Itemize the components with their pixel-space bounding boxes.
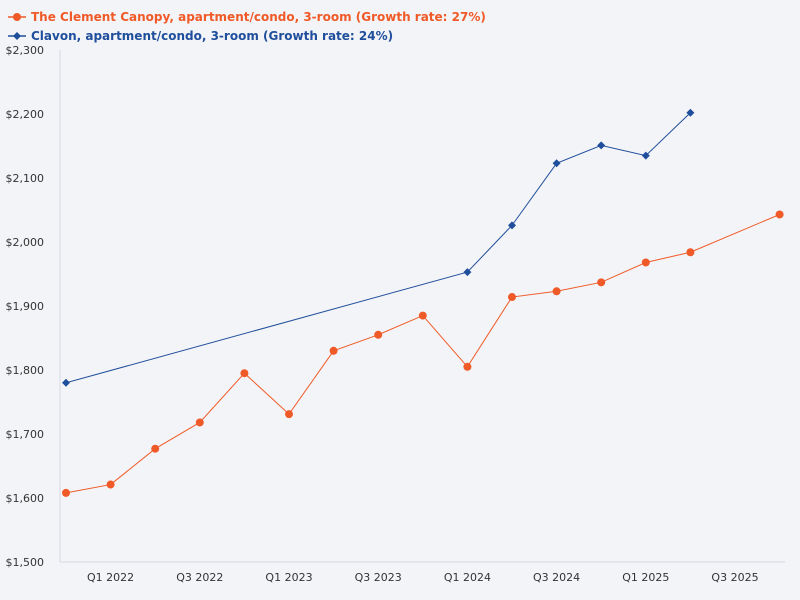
data-point[interactable]: [240, 369, 249, 378]
data-point[interactable]: [151, 444, 160, 453]
data-point[interactable]: [552, 159, 561, 168]
x-tick-label: Q1 2023: [265, 571, 312, 584]
x-tick-label: Q3 2022: [176, 571, 223, 584]
data-point[interactable]: [418, 311, 427, 320]
legend-entry-clement-canopy[interactable]: The Clement Canopy, apartment/condo, 3-r…: [8, 10, 486, 24]
y-axis: $1,500 $1,600 $1,700 $1,800 $1,900 $2,000 $2,1…: [6, 44, 45, 569]
data-point[interactable]: [463, 268, 472, 277]
data-point[interactable]: [62, 378, 70, 387]
series-1: [62, 108, 695, 387]
x-axis: Q1 2022 Q3 2022 Q1 2023 Q3 2023 Q1 2024 Q3 20…: [87, 571, 759, 584]
data-point[interactable]: [686, 248, 695, 257]
x-tick-label: Q1 2022: [87, 571, 134, 584]
series-layer: [62, 108, 784, 497]
data-point[interactable]: [641, 151, 650, 160]
y-tick-label: $1,500: [6, 556, 45, 569]
legend-label-clavon: Clavon, apartment/condo, 3-room (Growth …: [31, 29, 393, 43]
y-tick-label: $1,600: [6, 492, 45, 505]
axis-lines: [59, 50, 785, 563]
y-tick-label: $2,000: [6, 236, 45, 249]
y-tick-label: $2,200: [6, 108, 45, 121]
data-point[interactable]: [195, 418, 204, 427]
legend-entry-clavon[interactable]: Clavon, apartment/condo, 3-room (Growth …: [8, 29, 393, 43]
legend-swatch-marker-clavon: [13, 32, 21, 40]
data-point[interactable]: [508, 293, 516, 302]
data-point[interactable]: [374, 330, 383, 339]
legend-swatch-marker-clement-canopy: [13, 13, 21, 21]
data-point[interactable]: [597, 141, 606, 150]
x-tick-label: Q1 2024: [444, 571, 491, 584]
data-point[interactable]: [597, 278, 606, 287]
data-point[interactable]: [641, 258, 650, 267]
legend: The Clement Canopy, apartment/condo, 3-r…: [8, 10, 486, 43]
x-tick-label: Q3 2024: [533, 571, 580, 584]
y-tick-label: $2,100: [6, 172, 45, 185]
data-point[interactable]: [62, 488, 70, 497]
data-point[interactable]: [686, 108, 695, 117]
x-tick-label: Q3 2023: [355, 571, 402, 584]
series-line: [65, 112, 691, 384]
data-point[interactable]: [775, 210, 784, 219]
data-point[interactable]: [106, 480, 115, 489]
legend-label-clement-canopy: The Clement Canopy, apartment/condo, 3-r…: [31, 10, 486, 24]
series-0: [62, 210, 784, 497]
data-point[interactable]: [285, 410, 293, 419]
y-tick-label: $1,700: [6, 428, 45, 441]
data-point[interactable]: [508, 221, 516, 230]
x-tick-label: Q1 2025: [622, 571, 669, 584]
data-point[interactable]: [552, 287, 561, 296]
data-point[interactable]: [329, 346, 338, 355]
y-tick-label: $1,900: [6, 300, 45, 313]
x-tick-label: Q3 2025: [711, 571, 758, 584]
series-line: [65, 214, 780, 494]
y-tick-label: $2,300: [6, 44, 45, 57]
y-tick-label: $1,800: [6, 364, 45, 377]
data-point[interactable]: [463, 362, 472, 371]
